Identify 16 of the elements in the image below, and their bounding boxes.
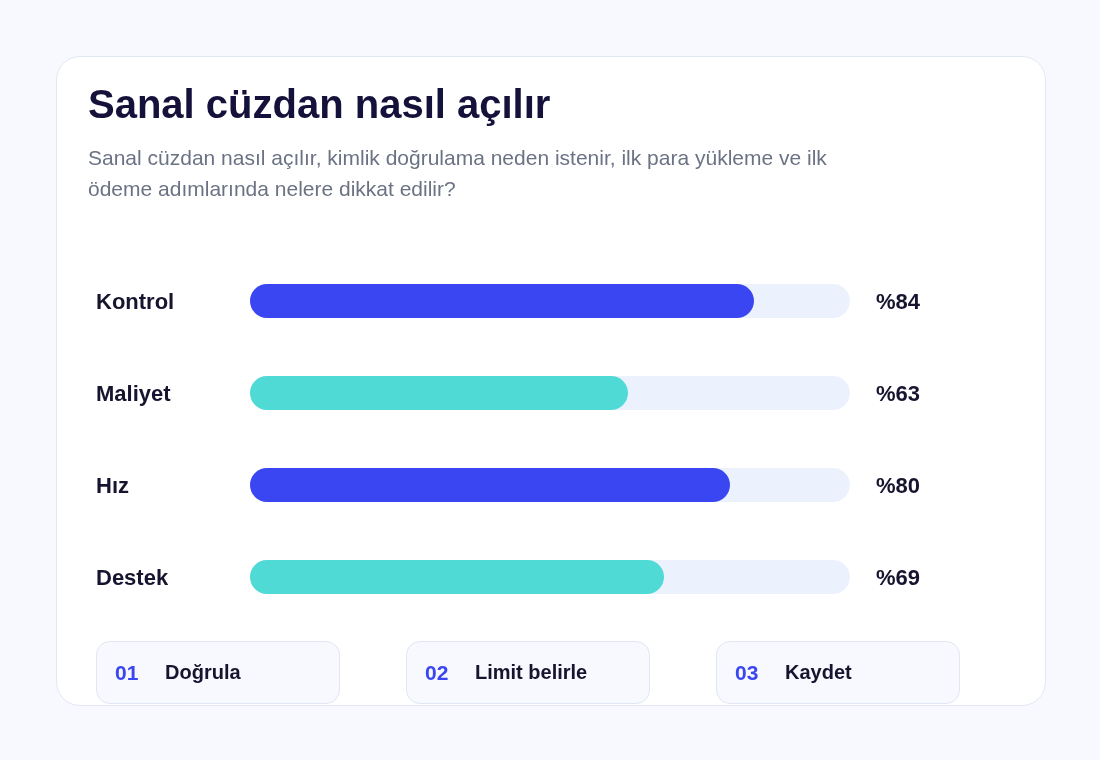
text: Kaydet — [785, 661, 852, 684]
y-tick-label: Kontrol — [96, 288, 175, 314]
text: 01 — [115, 660, 140, 685]
y-tick-label: Destek — [96, 564, 169, 590]
data-label: %84 — [876, 288, 921, 314]
data-label: %63 — [876, 380, 921, 406]
text: 03 — [735, 660, 760, 685]
text: Doğrula — [165, 661, 241, 684]
y-tick-label: Hız — [96, 472, 129, 498]
chart-title: Sanal cüzdan nasıl açılır — [88, 82, 551, 127]
data-label: %69 — [876, 564, 921, 590]
y-tick-label: Maliyet — [96, 380, 172, 406]
chart-subtitle: Sanal cüzdan nasıl açılır, kimlik doğrulama neden istenir, ilk para yükleme ve ilk ödeme adımlarında nelere dikkat edilir? — [88, 145, 828, 202]
text: 02 — [425, 660, 450, 685]
text: Limit belirle — [475, 661, 588, 684]
data-label: %80 — [876, 472, 921, 498]
